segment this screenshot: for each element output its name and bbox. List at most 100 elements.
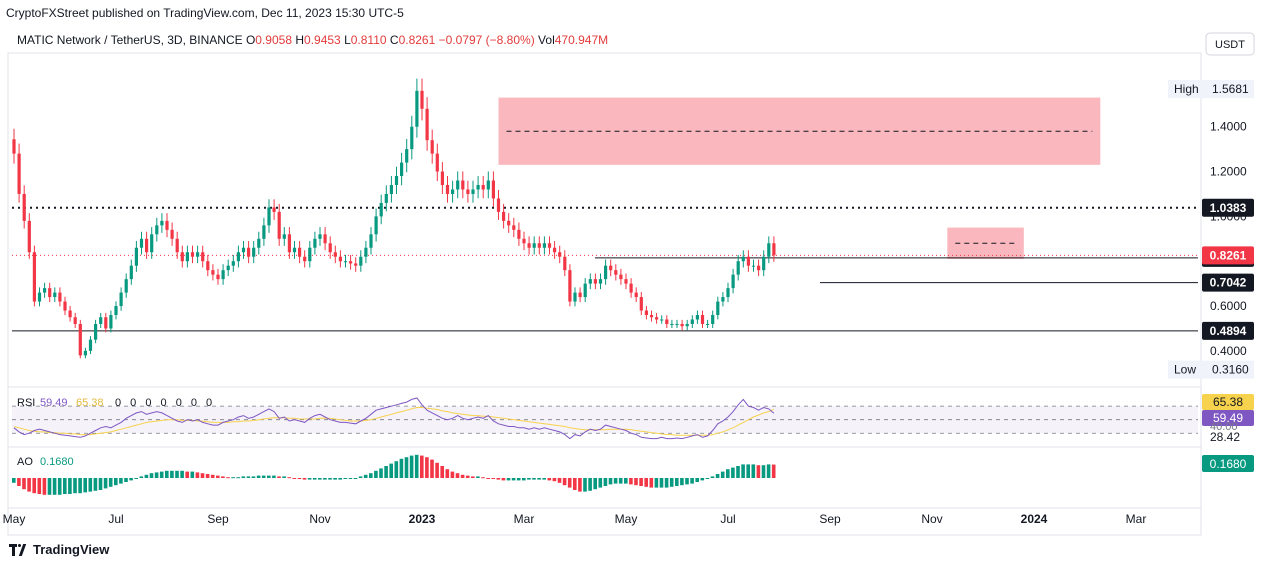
candle — [338, 256, 342, 262]
rsi-badge-value: 59.49 — [1213, 411, 1243, 425]
candle — [690, 319, 694, 324]
ao-bar — [746, 464, 750, 478]
candle — [685, 323, 689, 327]
candle — [456, 180, 460, 190]
ao-bar — [297, 478, 302, 479]
candle — [328, 243, 332, 253]
ao-bar — [165, 470, 169, 478]
high-value: 0.9453 — [304, 33, 341, 47]
ao-bar — [363, 474, 368, 478]
low-badge-label: Low — [1174, 363, 1196, 377]
candle — [644, 310, 648, 315]
candle — [675, 323, 679, 325]
ao-bar — [129, 478, 133, 481]
ao-bar — [409, 455, 414, 478]
tradingview-brand[interactable]: TradingView — [9, 542, 109, 557]
candle — [22, 193, 26, 221]
ao-bar — [675, 478, 679, 486]
ao-bar — [119, 478, 123, 484]
ao-bar — [766, 464, 771, 478]
ao-bar — [659, 478, 664, 488]
y-tick-label: 1.4000 — [1210, 120, 1247, 134]
candle — [262, 225, 266, 239]
candle — [308, 247, 312, 262]
candle — [670, 323, 674, 325]
ao-bar — [63, 478, 67, 494]
candle — [762, 256, 766, 271]
candle — [451, 189, 455, 194]
ao-bar — [302, 478, 307, 480]
ao-bar — [37, 478, 42, 494]
candle — [277, 211, 281, 239]
candle — [94, 323, 98, 340]
ao-bar — [450, 471, 455, 478]
candle — [53, 292, 57, 298]
candle — [48, 288, 52, 298]
ao-bar — [516, 478, 521, 481]
candle — [583, 283, 587, 298]
candle — [364, 247, 368, 257]
candle — [486, 180, 490, 190]
ao-bar — [491, 478, 495, 479]
ao-badge — [1202, 455, 1254, 472]
candle — [553, 247, 557, 253]
candle — [298, 247, 302, 257]
x-tick-label: Mar — [514, 512, 535, 526]
ao-bar — [573, 478, 577, 490]
candle — [629, 283, 633, 293]
candle — [252, 247, 256, 257]
ao-bar — [246, 476, 251, 478]
ao-bar — [343, 478, 348, 479]
candle — [17, 153, 21, 194]
ao-bar — [287, 477, 291, 479]
ao-bar — [404, 457, 409, 478]
rsi-axis-low: 28.42 — [1210, 430, 1240, 444]
low-value: 0.8110 — [350, 33, 387, 47]
candle — [517, 229, 521, 239]
candle — [440, 171, 444, 185]
ao-bar — [17, 478, 21, 486]
candle — [104, 317, 108, 329]
rsi-ma-line — [13, 407, 775, 436]
ao-bar — [73, 478, 77, 494]
ao-bar — [664, 478, 669, 488]
candle — [527, 243, 531, 248]
candle — [741, 256, 745, 262]
last-price-value: 0.8261 — [1210, 248, 1247, 262]
ao-bar — [715, 474, 720, 478]
ao-bar — [88, 478, 93, 492]
ao-bar — [57, 478, 62, 495]
candle — [563, 256, 567, 271]
level-value: 1.0383 — [1210, 201, 1247, 215]
ao-bar — [210, 474, 215, 478]
ao-bar — [251, 476, 256, 478]
volume-label: Vol — [538, 33, 555, 47]
candle — [27, 220, 31, 253]
candle — [68, 310, 72, 318]
symbol-title[interactable]: MATIC Network / TetherUS, 3D, BINANCE — [17, 33, 243, 47]
candle — [374, 216, 378, 235]
high-label: H — [295, 33, 305, 47]
candle — [180, 252, 184, 262]
candle — [568, 270, 572, 302]
ao-bar — [598, 478, 603, 488]
ao-bar — [613, 478, 618, 484]
ao-bar — [720, 471, 725, 478]
candle — [481, 185, 485, 190]
candle — [491, 180, 495, 199]
ao-bar — [629, 478, 633, 485]
ao-bar — [78, 478, 82, 494]
candle — [593, 279, 597, 284]
candle — [394, 176, 399, 185]
ao-bar — [236, 477, 240, 479]
ao-bar — [68, 478, 72, 494]
ao-bar — [124, 478, 128, 482]
volume-value: 470.947M — [554, 33, 609, 47]
ao-bar — [149, 473, 154, 478]
close-value: 0.8261 — [398, 33, 436, 47]
candle — [12, 139, 16, 154]
level-value: 0.7042 — [1210, 276, 1247, 290]
rsi-label: RSI — [17, 397, 35, 409]
candle — [389, 185, 393, 194]
